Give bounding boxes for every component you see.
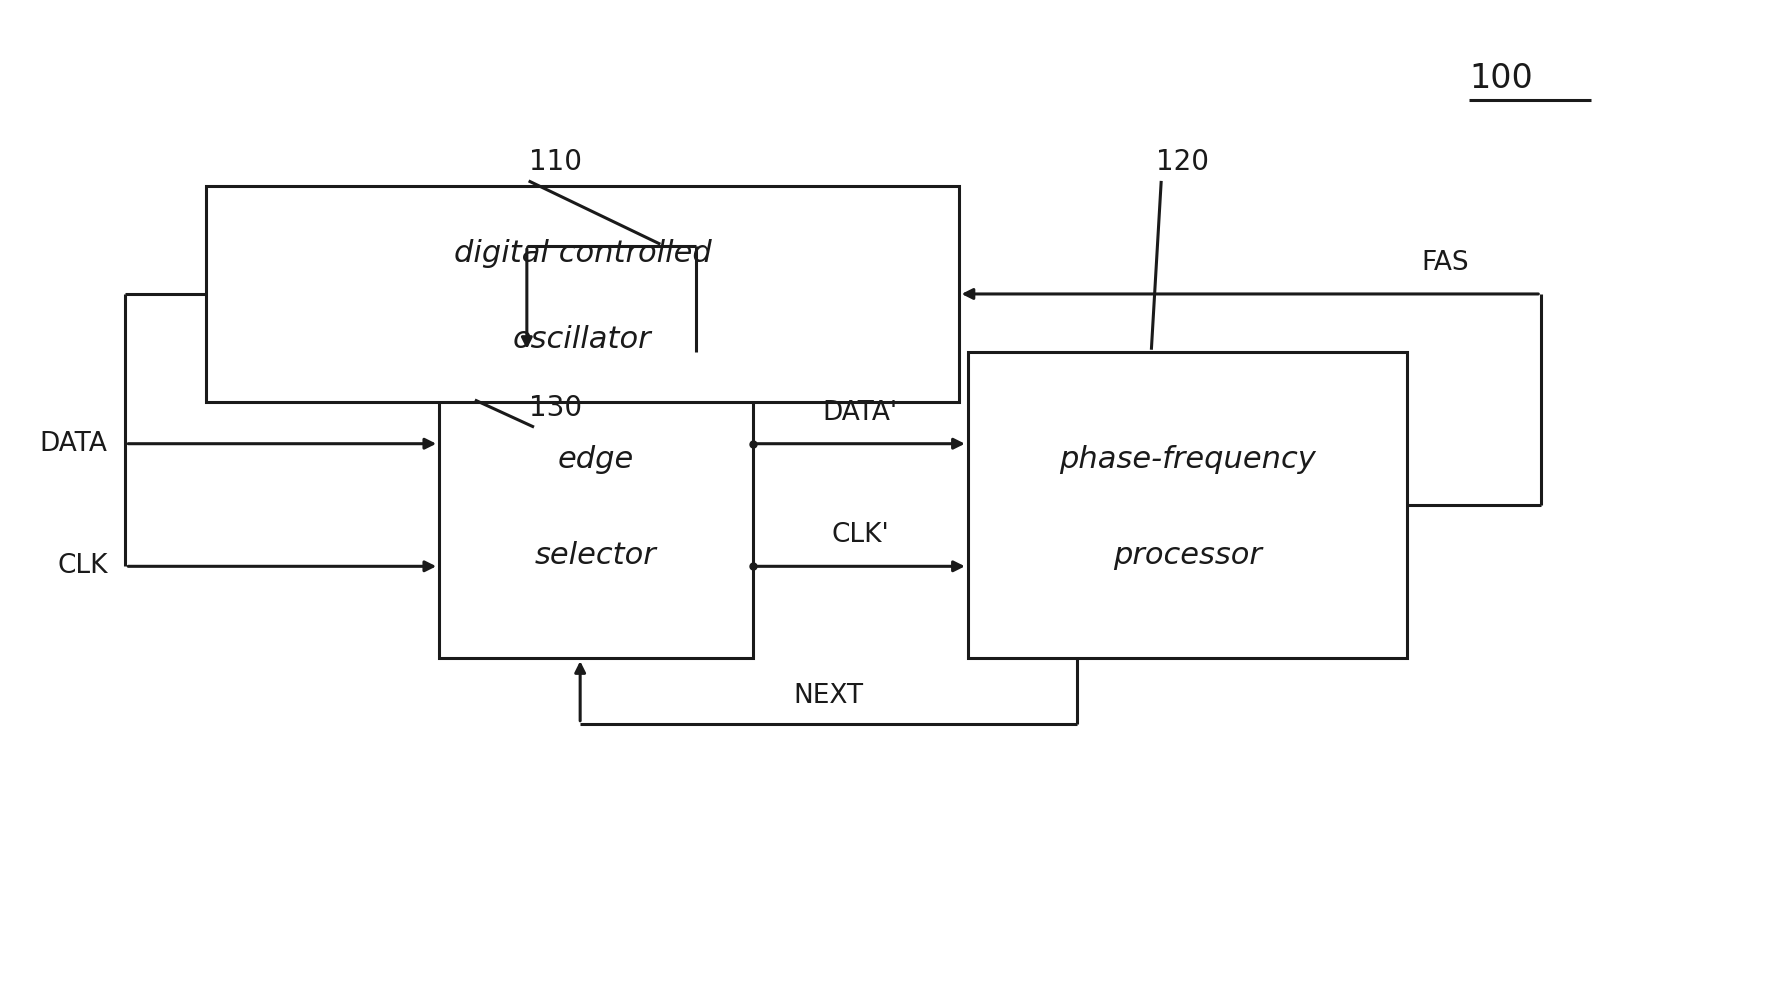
Text: digital controlled: digital controlled	[453, 239, 711, 268]
Text: oscillator: oscillator	[513, 325, 652, 354]
Bar	[968, 352, 1407, 658]
Text: 100: 100	[1469, 62, 1534, 95]
Text: phase-frequency: phase-frequency	[1059, 445, 1315, 474]
Text: 110: 110	[529, 148, 582, 176]
Bar	[439, 352, 753, 658]
Text: DATA': DATA'	[823, 400, 898, 426]
Text: edge: edge	[557, 445, 634, 474]
Text: 130: 130	[529, 394, 582, 422]
Text: processor: processor	[1113, 541, 1262, 570]
Text: CLK': CLK'	[831, 523, 889, 548]
Text: 120: 120	[1156, 148, 1210, 176]
Text: DATA: DATA	[39, 431, 108, 456]
Bar	[206, 186, 959, 402]
Text: selector: selector	[536, 541, 656, 570]
Text: FAS: FAS	[1421, 250, 1469, 275]
Text: NEXT: NEXT	[794, 682, 864, 709]
Text: CLK: CLK	[57, 554, 108, 579]
